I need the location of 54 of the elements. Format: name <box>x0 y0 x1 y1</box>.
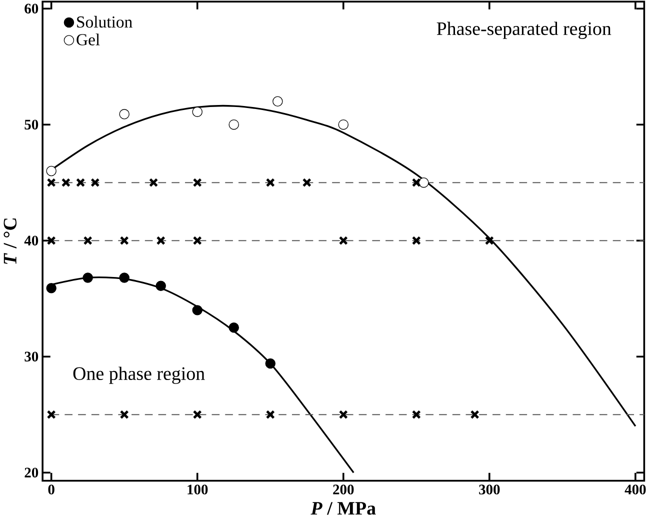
point <box>228 322 239 332</box>
y-tick-label: 50 <box>24 119 38 130</box>
legend-label: Solution <box>77 16 132 28</box>
y-tick-label: 20 <box>24 467 38 478</box>
annotation: Phase-separated region <box>436 22 612 39</box>
point <box>338 119 349 130</box>
y-axis-title: T / °C <box>4 218 17 264</box>
point <box>302 178 312 187</box>
point <box>412 410 421 419</box>
point <box>46 410 56 419</box>
point <box>192 236 202 245</box>
x-axis-title: P / MPa <box>310 502 376 515</box>
point <box>46 236 56 245</box>
point <box>119 272 130 283</box>
point <box>149 178 158 187</box>
point <box>120 236 129 245</box>
point <box>192 106 202 117</box>
point <box>484 236 494 245</box>
point <box>46 166 56 176</box>
x-tick-label: 200 <box>333 484 354 494</box>
point <box>272 96 283 106</box>
y-tick-label: 40 <box>24 235 38 246</box>
point <box>338 236 348 245</box>
annotation: One phase region <box>73 366 205 384</box>
point <box>412 236 421 245</box>
x-tick-label: 0 <box>48 484 54 494</box>
point <box>90 178 100 187</box>
point <box>120 410 129 419</box>
point <box>46 282 56 294</box>
point <box>228 119 239 130</box>
point <box>265 358 276 368</box>
point <box>418 177 429 188</box>
point <box>156 236 166 245</box>
point <box>76 178 86 187</box>
point <box>119 108 130 120</box>
point <box>266 178 275 187</box>
point <box>46 178 56 187</box>
point <box>83 236 92 245</box>
x-tick-label: 100 <box>188 484 208 494</box>
point <box>338 410 348 419</box>
point <box>266 410 275 419</box>
x-tick-label: 400 <box>624 484 646 494</box>
legend-label: Gel <box>76 33 100 46</box>
point <box>470 410 480 419</box>
point <box>156 280 166 291</box>
point <box>82 272 93 283</box>
x-tick-label: 300 <box>479 484 500 494</box>
point <box>192 410 202 419</box>
point <box>61 178 70 187</box>
point <box>192 304 202 316</box>
point <box>192 178 202 187</box>
point <box>412 178 421 187</box>
y-tick-label: 60 <box>24 3 38 14</box>
y-tick-label: 30 <box>24 351 38 362</box>
